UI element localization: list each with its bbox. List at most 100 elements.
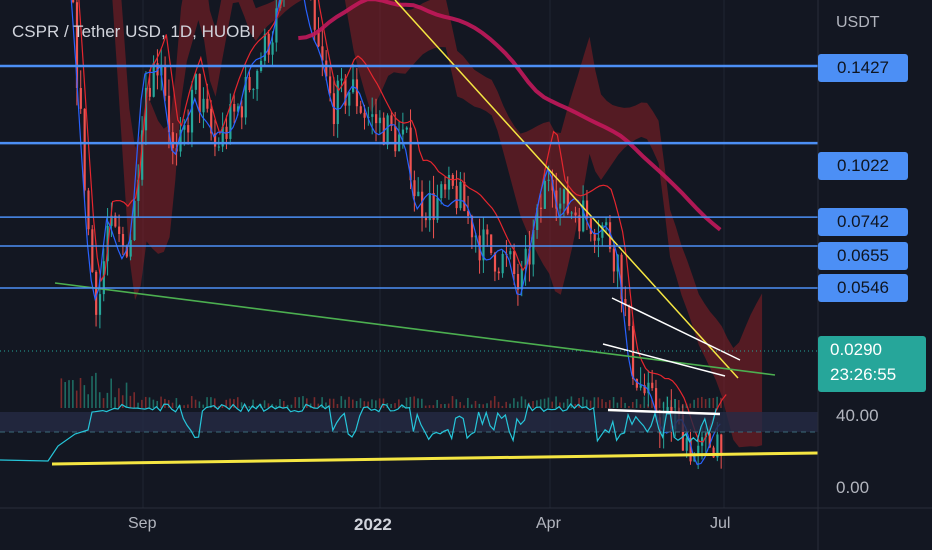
candle-body [359, 106, 362, 113]
volume-bar [440, 404, 442, 408]
long-moving-average [298, 0, 722, 232]
candle-body [440, 184, 443, 199]
volume-bar [501, 405, 504, 408]
candle-body [179, 129, 182, 152]
volume-bar [689, 403, 692, 408]
candle-body [585, 200, 589, 219]
candle-body [536, 207, 539, 230]
candle-body [317, 29, 320, 47]
volume-bar [716, 396, 718, 408]
volume-bar [532, 401, 534, 408]
volume-bar [233, 399, 235, 408]
candle-body [697, 445, 700, 455]
candle-body [428, 193, 431, 221]
candle-body [87, 190, 90, 230]
volume-bar [114, 397, 116, 408]
candle-body [463, 181, 466, 212]
candle-body [647, 382, 650, 394]
volume-bar [582, 396, 584, 408]
volume-bar [240, 402, 243, 408]
volume-bar [497, 401, 500, 408]
volume-bar [164, 398, 166, 408]
volume-bar [459, 402, 461, 408]
volume-bar [290, 404, 293, 408]
volume-bar [432, 405, 435, 408]
candle-body [371, 114, 374, 117]
volume-bar [631, 402, 634, 408]
volume-bar [340, 396, 343, 408]
candle-body [198, 73, 201, 113]
volume-bar [493, 396, 496, 408]
candle-body [562, 189, 566, 204]
candle-body [129, 240, 132, 257]
candle-body [256, 70, 259, 90]
volume-bar [378, 398, 381, 408]
candle-body [394, 125, 397, 152]
volume-bar [639, 404, 642, 408]
candle-body [328, 76, 332, 94]
candle-body [340, 78, 343, 81]
volume-bar [110, 378, 113, 408]
candle-body [524, 248, 527, 269]
volume-bar [447, 403, 450, 408]
candle-body [643, 385, 646, 394]
rsi-band [0, 412, 818, 432]
candle-body [236, 106, 240, 112]
rsi-tick-40: 40.00 [836, 406, 879, 425]
volume-bar [98, 392, 101, 408]
candle-body [279, 0, 282, 9]
volume-bar [348, 396, 350, 408]
candle-body [210, 108, 213, 134]
candle-body [240, 106, 243, 118]
bar-countdown: 23:26:55 [830, 365, 897, 384]
volume-bar [106, 392, 109, 408]
volume-bar [213, 398, 216, 408]
candle-body [263, 33, 267, 61]
volume-bar [451, 396, 454, 408]
candle-body [532, 229, 535, 265]
candle-body [628, 305, 631, 326]
volume-bar [490, 400, 492, 408]
candle-body [378, 117, 382, 124]
candle-body [137, 179, 140, 201]
candle-body [528, 248, 531, 265]
candle-body [574, 212, 577, 216]
candle-body [352, 79, 355, 93]
candle-body [447, 174, 451, 190]
volume-bar [467, 397, 469, 408]
volume-bar [317, 403, 320, 408]
volume-bar [102, 398, 105, 408]
candle-body [501, 253, 504, 274]
volume-bar [509, 403, 511, 408]
descending-trendline [394, 0, 739, 379]
candle-body [413, 180, 416, 197]
candle-body [409, 127, 412, 181]
symbol-title[interactable]: CSPR / Tether USD, 1D, HUOBI [12, 22, 256, 41]
candle-body [390, 115, 393, 126]
candle-body [612, 248, 615, 272]
candle-body [313, 0, 316, 30]
ichimoku-cloud [112, 0, 763, 448]
volume-bar [87, 394, 89, 408]
volume-bar [520, 396, 523, 408]
volume-bar [421, 398, 423, 408]
price-axis-currency[interactable]: USDT [836, 14, 880, 31]
candle-body [386, 115, 389, 145]
rsi-tick-0: 0.00 [836, 478, 870, 497]
volume-bar [313, 397, 316, 408]
candle-body [716, 434, 719, 458]
volume-bar [367, 401, 369, 408]
volume-bar [118, 388, 120, 408]
volume-bar [371, 399, 373, 408]
volume-bar [160, 396, 162, 408]
volume-bar [194, 399, 197, 408]
volume-bar [68, 380, 70, 408]
volume-bar [321, 397, 323, 408]
wedge-lower-line [602, 343, 726, 377]
volume-bar [328, 398, 331, 408]
candle-body [424, 217, 428, 221]
candle-body [121, 234, 125, 246]
volume-bar [359, 398, 362, 408]
volume-bar [444, 403, 446, 408]
